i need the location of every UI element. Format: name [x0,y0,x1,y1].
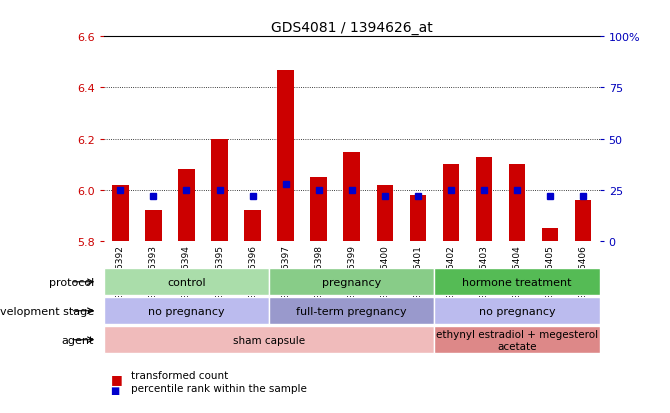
Bar [104,297,269,325]
Text: transformed count: transformed count [131,370,228,380]
Text: pregnancy: pregnancy [322,277,381,287]
Bar [575,201,592,242]
Bar [434,326,600,354]
Bar [104,268,269,296]
Bar [434,268,600,296]
Text: ■: ■ [111,385,120,395]
Text: ■: ■ [111,373,123,385]
Bar [277,70,294,242]
Bar [145,211,161,242]
Title: GDS4081 / 1394626_at: GDS4081 / 1394626_at [271,21,433,35]
Text: full-term pregnancy: full-term pregnancy [296,306,407,316]
Text: hormone treatment: hormone treatment [462,277,572,287]
Bar [211,139,228,242]
Text: agent: agent [62,335,94,345]
Text: development stage: development stage [0,306,94,316]
Text: protocol: protocol [48,277,94,287]
Text: percentile rank within the sample: percentile rank within the sample [131,383,306,393]
Bar [434,297,600,325]
Bar [509,165,525,242]
Bar [542,229,558,242]
Bar [377,185,393,242]
Bar [245,211,261,242]
Bar [269,268,434,296]
Text: no pregnancy: no pregnancy [148,306,225,316]
Text: sham capsule: sham capsule [233,335,305,345]
Text: ethynyl estradiol + megesterol
acetate: ethynyl estradiol + megesterol acetate [436,329,598,351]
Bar [112,185,129,242]
Bar [310,178,327,242]
Bar [443,165,459,242]
Bar [178,170,195,242]
Bar [344,152,360,242]
Text: no pregnancy: no pregnancy [478,306,555,316]
Text: control: control [168,277,206,287]
Bar [104,326,434,354]
Bar [409,196,426,242]
Bar [476,157,492,242]
Bar [269,297,434,325]
